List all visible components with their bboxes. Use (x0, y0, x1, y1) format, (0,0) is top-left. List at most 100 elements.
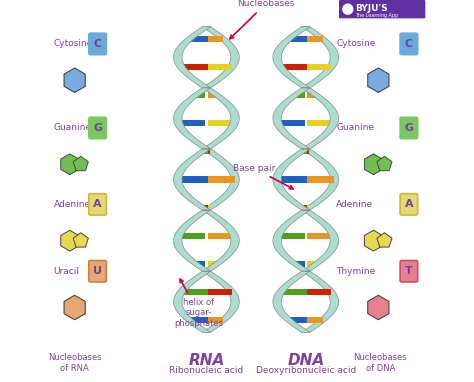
Bar (208, 120, 234, 126)
Text: A: A (93, 199, 102, 209)
Polygon shape (73, 233, 88, 247)
Bar (305, 64, 331, 70)
Bar (178, 176, 208, 183)
Text: Nucleobases
of RNA: Nucleobases of RNA (48, 353, 101, 373)
Bar (307, 233, 334, 239)
Text: T: T (405, 266, 413, 276)
Bar (278, 120, 305, 126)
Bar (205, 64, 231, 70)
Text: Guanine: Guanine (337, 123, 374, 133)
Text: Ribonucleic acid: Ribonucleic acid (169, 366, 244, 375)
Bar (295, 92, 305, 98)
Polygon shape (301, 27, 338, 87)
Bar (179, 120, 205, 126)
Text: Uracil: Uracil (54, 267, 80, 276)
Polygon shape (73, 156, 88, 171)
Bar (295, 261, 305, 267)
Bar (182, 64, 208, 70)
Bar (281, 289, 307, 295)
Bar (205, 176, 235, 183)
Bar (281, 64, 307, 70)
Polygon shape (61, 230, 79, 251)
Bar (278, 233, 305, 239)
Polygon shape (173, 272, 210, 332)
Polygon shape (273, 210, 310, 271)
Bar (289, 36, 307, 42)
Bar (196, 92, 205, 98)
Bar (208, 261, 217, 267)
Bar (307, 120, 334, 126)
FancyBboxPatch shape (400, 33, 418, 55)
Bar (302, 148, 307, 154)
Text: A: A (405, 199, 413, 209)
Text: C: C (93, 39, 101, 49)
FancyBboxPatch shape (89, 194, 106, 215)
Polygon shape (202, 88, 239, 149)
Polygon shape (173, 27, 210, 87)
Bar (205, 317, 223, 323)
Bar (302, 205, 307, 211)
Polygon shape (173, 88, 210, 149)
Circle shape (343, 4, 353, 14)
Text: Cytosine: Cytosine (54, 39, 93, 49)
Polygon shape (368, 68, 389, 92)
Bar (205, 148, 210, 154)
FancyBboxPatch shape (400, 261, 418, 282)
Text: Guanine: Guanine (54, 123, 91, 133)
Polygon shape (273, 149, 310, 210)
Bar (289, 317, 307, 323)
FancyBboxPatch shape (89, 33, 106, 55)
Bar (305, 289, 331, 295)
Text: Adenine: Adenine (337, 200, 374, 209)
Bar (179, 233, 205, 239)
Text: helix of
sugar-
phosphates: helix of sugar- phosphates (174, 279, 223, 328)
Text: BYJU'S: BYJU'S (355, 4, 387, 13)
Text: RNA: RNA (188, 353, 225, 368)
Bar (182, 289, 208, 295)
Text: The Learning App: The Learning App (355, 13, 398, 18)
Text: G: G (93, 123, 102, 133)
Polygon shape (273, 27, 310, 87)
Polygon shape (173, 210, 210, 271)
Text: Thymine: Thymine (337, 267, 375, 276)
Polygon shape (202, 27, 239, 87)
Bar (277, 176, 307, 183)
Polygon shape (302, 210, 338, 271)
Polygon shape (273, 88, 310, 149)
Text: Base pair: Base pair (233, 163, 293, 189)
Text: Nucleobases
of DNA: Nucleobases of DNA (354, 353, 407, 373)
Bar (305, 176, 335, 183)
Text: Deoxyribonucleic acid: Deoxyribonucleic acid (255, 366, 356, 375)
FancyBboxPatch shape (400, 117, 418, 139)
FancyBboxPatch shape (89, 117, 106, 139)
Polygon shape (377, 233, 392, 247)
Polygon shape (64, 295, 85, 320)
Bar (208, 92, 217, 98)
Polygon shape (173, 149, 210, 210)
Bar (305, 36, 323, 42)
Text: C: C (405, 39, 413, 49)
FancyBboxPatch shape (400, 194, 418, 215)
Bar (307, 261, 316, 267)
Bar (196, 261, 205, 267)
Polygon shape (302, 149, 338, 210)
Polygon shape (302, 88, 338, 149)
Polygon shape (203, 272, 239, 332)
Bar (203, 205, 208, 211)
Polygon shape (64, 68, 85, 92)
Text: Cytosine: Cytosine (337, 39, 376, 49)
Text: Adenine: Adenine (54, 200, 91, 209)
Polygon shape (61, 154, 79, 175)
Bar (205, 36, 223, 42)
Bar (307, 92, 316, 98)
Bar (190, 317, 208, 323)
Text: Nucleobases: Nucleobases (230, 0, 294, 39)
Polygon shape (365, 230, 383, 251)
Polygon shape (202, 210, 239, 271)
Bar (305, 148, 310, 154)
Bar (205, 289, 231, 295)
Polygon shape (368, 295, 389, 320)
Text: G: G (404, 123, 413, 133)
Polygon shape (377, 156, 392, 171)
Bar (208, 233, 234, 239)
